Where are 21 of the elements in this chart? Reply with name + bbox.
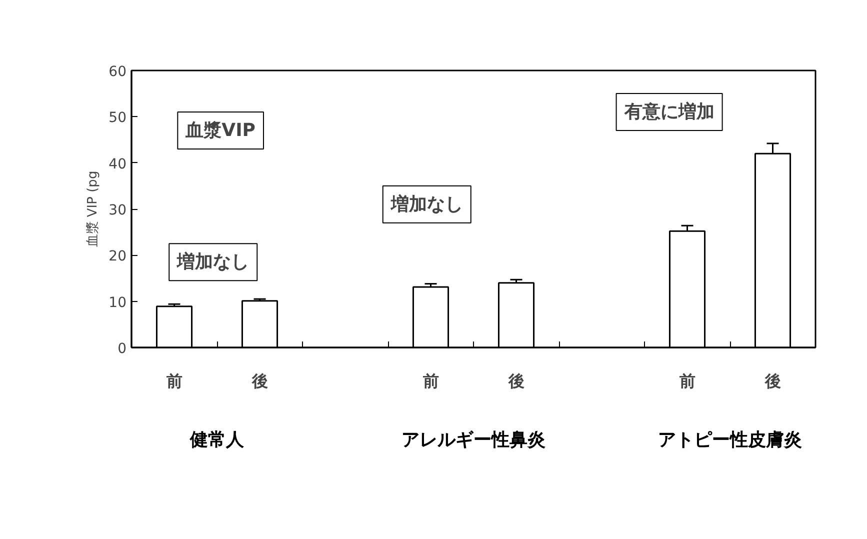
annotation: 増加なし: [176, 250, 250, 273]
y-tick-label: 60: [108, 64, 127, 80]
y-tick-label: 50: [108, 110, 127, 126]
x-tick-label: 前: [678, 372, 696, 390]
annotation: 有意に増加: [623, 100, 714, 123]
text: 健常人: [189, 430, 245, 450]
x-tick-label: 後: [764, 372, 781, 390]
text: アトピー性皮膚炎: [658, 430, 802, 450]
annotation: 増加なし: [390, 192, 463, 215]
y-tick-label: 30: [108, 202, 127, 218]
x-tick-label: 後: [507, 372, 524, 390]
annotation: 血漿VIP: [184, 120, 256, 142]
text: アレルギー性鼻炎: [402, 430, 546, 450]
y-tick-label: 10: [108, 294, 127, 311]
y-tick-label: 20: [108, 248, 127, 265]
y-tick-label: 40: [108, 156, 127, 172]
x-tick-label: 前: [422, 372, 439, 390]
y-axis-title: 血漿 VIP (pg: [86, 170, 101, 248]
x-tick-label: 後: [250, 372, 268, 390]
x-tick-label: 前: [165, 372, 182, 390]
y-tick-label: 0: [118, 341, 127, 357]
